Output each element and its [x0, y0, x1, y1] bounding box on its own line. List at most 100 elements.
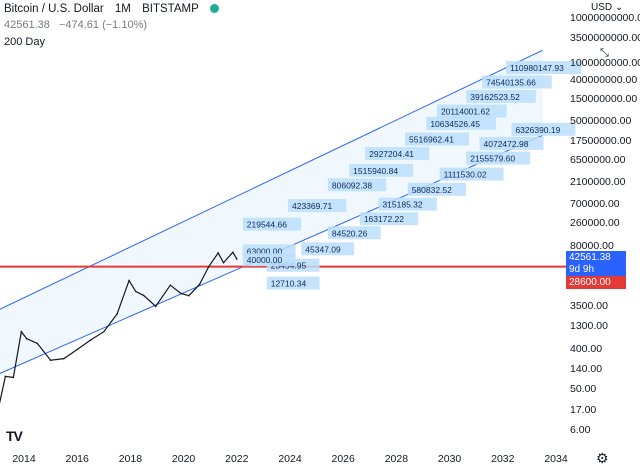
- price-tick-label: 400.00: [570, 342, 603, 355]
- price-point-3: [20, 330, 23, 333]
- annotation-upper-box-12: [506, 61, 582, 75]
- annotation-lower-box-0: [266, 276, 320, 290]
- annotation-lower-label-3: 84520.26: [332, 228, 368, 238]
- last-price: 42561.38: [4, 19, 50, 31]
- price-point-12: [128, 279, 130, 282]
- annotation-upper-box-6: [365, 147, 430, 161]
- price-tick-label: 3500.00: [570, 300, 608, 313]
- price-point-10: [103, 330, 105, 333]
- annotation-upper-label-7: 5516962.41: [409, 135, 454, 145]
- currency-selector[interactable]: USD ⌄: [591, 2, 623, 13]
- time-tick-label: 2028: [384, 453, 409, 465]
- price-tick-label: 150000000.00: [570, 93, 638, 106]
- price-point-5: [36, 342, 39, 345]
- price-tick-label: 50000000.00: [570, 114, 632, 127]
- annotation-upper-label-3: 423369.71: [292, 201, 332, 211]
- price-change: −474.61 (−1.10%): [58, 19, 148, 31]
- price-point-24: [236, 258, 238, 260]
- price-point-21: [217, 252, 219, 254]
- price-point-9: [89, 339, 92, 341]
- time-tick-label: 2034: [544, 453, 568, 465]
- price-tick-label: 2100000.00: [570, 176, 626, 189]
- annotation-upper-box-10: [466, 89, 536, 103]
- price-tick-label: 17500000.00: [570, 135, 632, 148]
- time-tick-label: 2024: [278, 453, 302, 465]
- annotation-upper-label-9: 20114001.62: [441, 107, 490, 117]
- annotation-lower-box-4: [359, 212, 419, 226]
- annotation-upper-box-7: [405, 132, 470, 146]
- annotation-lower-label-4: 163172.22: [364, 214, 404, 224]
- time-tick-label: 2026: [331, 453, 355, 465]
- price-point-8: [76, 348, 78, 351]
- tradingview-logo[interactable]: TV: [6, 428, 23, 444]
- price-point-2: [12, 376, 15, 379]
- annotation-lower-label-5: 315185.32: [382, 200, 422, 210]
- annotation-upper-label-11: 74540135.66: [486, 77, 536, 87]
- annotation-lower-box-10: [511, 122, 576, 136]
- annotation-lower-label-9: 4072472.98: [484, 139, 529, 149]
- time-tick-label: 2016: [65, 453, 89, 465]
- price-point-19: [198, 283, 201, 286]
- annotation-lower-box-9: [479, 136, 544, 150]
- annotation-upper-label-0: 63000.00: [247, 246, 283, 256]
- market-status-icon: [209, 4, 219, 13]
- expand-arrows-icon[interactable]: ⤡: [600, 47, 609, 59]
- symbol-title[interactable]: Bitcoin / U.S. Dollar: [4, 3, 104, 15]
- annotation-upper-box-9: [436, 104, 507, 118]
- channel-fill: [0, 50, 543, 374]
- annotation-lower-box-3: [327, 226, 381, 240]
- annotation-upper-label-6: 2927204.41: [369, 149, 414, 159]
- price-point-14: [142, 294, 145, 297]
- price-tick-label: 400000000.00: [570, 74, 638, 87]
- quote-line: 42561.38 −474.61 (−1.10%): [4, 19, 147, 31]
- annotation-upper-box-5: [349, 163, 414, 177]
- annotation-upper-label-4: 806092.38: [332, 180, 372, 190]
- chevron-down-icon: ⌄: [612, 2, 624, 13]
- annotation-upper-label-12: 110980147.93: [510, 63, 564, 73]
- price-tick-label: 3500000000.00: [570, 32, 640, 45]
- time-tick-label: 2018: [118, 453, 143, 465]
- price-point-7: [63, 357, 65, 360]
- annotation-lower-box-6: [407, 182, 467, 196]
- annotation-lower-label-10: 6326390.19: [515, 125, 560, 135]
- annotation-upper-box-3: [288, 199, 347, 213]
- price-tick-label: 260000.00: [570, 216, 620, 229]
- annotation-upper-label-2: 219544.66: [247, 220, 287, 230]
- annotation-upper-box-2: [242, 217, 302, 231]
- annotation-upper-box-4: [327, 178, 387, 192]
- price-point-16: [169, 284, 172, 287]
- price-point-13: [134, 290, 137, 293]
- price-tick-label: 80000.00: [570, 239, 614, 252]
- price-point-1: [4, 375, 7, 378]
- chart-header: Bitcoin / U.S. Dollar 1M BITSTAMP: [4, 3, 219, 15]
- indicator-label[interactable]: 200 Day: [4, 36, 45, 48]
- price-tick-label: 17.00: [570, 403, 597, 416]
- annotation-upper-label-5: 1515940.84: [353, 166, 398, 176]
- price-tick-label: 6.00: [570, 424, 591, 436]
- annotation-upper-label-8: 10634526.45: [430, 119, 480, 129]
- price-point-20: [208, 265, 210, 268]
- price-tick-label: 50.00: [570, 382, 597, 395]
- time-tick-label: 2014: [12, 453, 36, 465]
- price-point-23: [232, 251, 234, 254]
- line-price-tag: 28600.00: [566, 276, 626, 289]
- annotation-lower-label-7: 1111530.02: [444, 170, 487, 180]
- price-point-18: [188, 294, 190, 297]
- current-price-tag: 42561.38: [566, 251, 626, 264]
- price-tick-label: 1300.00: [570, 319, 608, 332]
- annotation-lower-label-8: 2155579.60: [470, 154, 515, 164]
- annotation-upper-box-11: [482, 75, 552, 89]
- price-point-22: [222, 261, 225, 264]
- price-point-4: [25, 337, 28, 340]
- price-tick-label: 6500000.00: [570, 154, 626, 167]
- annotation-lower-label-6: 580832.52: [412, 185, 452, 195]
- time-tick-label: 2032: [491, 453, 515, 465]
- annotation-upper-box-8: [426, 116, 496, 130]
- annotation-upper-label-1: 40000.00: [247, 255, 283, 265]
- currency-label: USD: [591, 2, 613, 13]
- gear-icon[interactable]: ⚙: [596, 450, 609, 466]
- annotation-lower-label-2: 45347.09: [305, 244, 341, 254]
- interval-label[interactable]: 1M: [114, 3, 131, 15]
- annotation-upper-box-1: [242, 253, 296, 267]
